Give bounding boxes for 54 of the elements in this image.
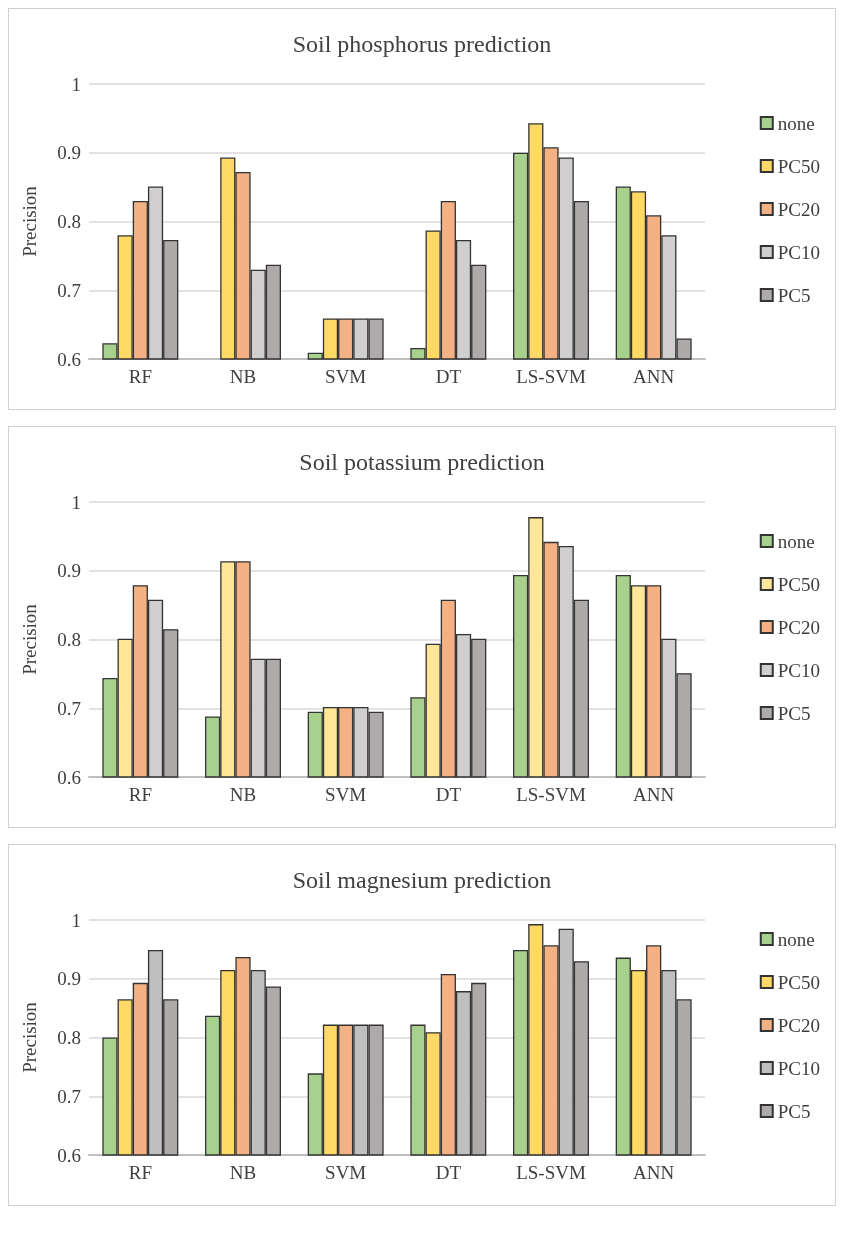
x-tick-label: NB [229,784,257,805]
chart-title: Soil phosphorus prediction [292,31,552,57]
y-tick-label: 1 [71,909,81,931]
x-tick-label: LS-SVM [516,366,586,387]
x-tick-label: SVM [325,366,367,387]
legend-label: PC50 [777,573,821,595]
x-tick-label: DT [435,784,462,805]
legend-label: PC20 [777,1014,821,1036]
legend-label: PC5 [777,702,811,724]
legend-label: PC10 [777,241,821,263]
y-tick-label: 0.7 [57,279,81,301]
legend-label: PC20 [777,616,821,638]
y-axis-title: Precision [19,185,40,257]
y-tick-label: 0.8 [57,1027,81,1048]
x-tick-label: DT [435,366,462,387]
x-tick-label: ANN [633,784,675,805]
legend-label: PC10 [777,1057,821,1079]
legend-label: PC20 [777,198,821,220]
y-tick-label: 1 [71,73,81,95]
legend-label: none [777,530,815,552]
x-tick-label: NB [229,1162,257,1183]
x-tick-label: ANN [633,366,675,387]
y-tick-label: 0.6 [57,348,81,370]
x-tick-label: SVM [325,1162,367,1183]
y-tick-label: 0.8 [57,629,81,650]
x-tick-label: ANN [633,1162,675,1183]
y-tick-label: 0.6 [57,1144,81,1166]
y-tick-label: 0.9 [57,560,81,582]
legend-label: PC5 [777,1100,811,1122]
y-tick-label: 0.7 [57,697,81,719]
legend-label: PC5 [777,284,811,306]
x-tick-label: LS-SVM [516,1162,586,1183]
y-axis-title: Precision [19,603,40,675]
legend-label: none [777,112,815,134]
y-tick-label: 0.7 [57,1085,81,1107]
x-tick-label: NB [229,366,257,387]
y-tick-label: 0.6 [57,766,81,788]
y-tick-label: 0.8 [57,211,81,232]
chart-title: Soil magnesium prediction [292,867,552,893]
y-axis-title: Precision [19,1001,40,1073]
x-tick-label: LS-SVM [516,784,586,805]
chart-title: Soil potassium prediction [299,449,545,475]
legend-label: PC50 [777,971,821,993]
y-tick-label: 0.9 [57,142,81,164]
x-tick-label: RF [128,366,152,387]
legend-label: PC10 [777,659,821,681]
y-tick-label: 0.9 [57,968,81,990]
legend-label: none [777,928,815,950]
legend-label: PC50 [777,155,821,177]
y-tick-label: 1 [71,491,81,513]
x-tick-label: DT [435,1162,462,1183]
x-tick-label: SVM [325,784,367,805]
x-tick-label: RF [128,1162,152,1183]
x-tick-label: RF [128,784,152,805]
